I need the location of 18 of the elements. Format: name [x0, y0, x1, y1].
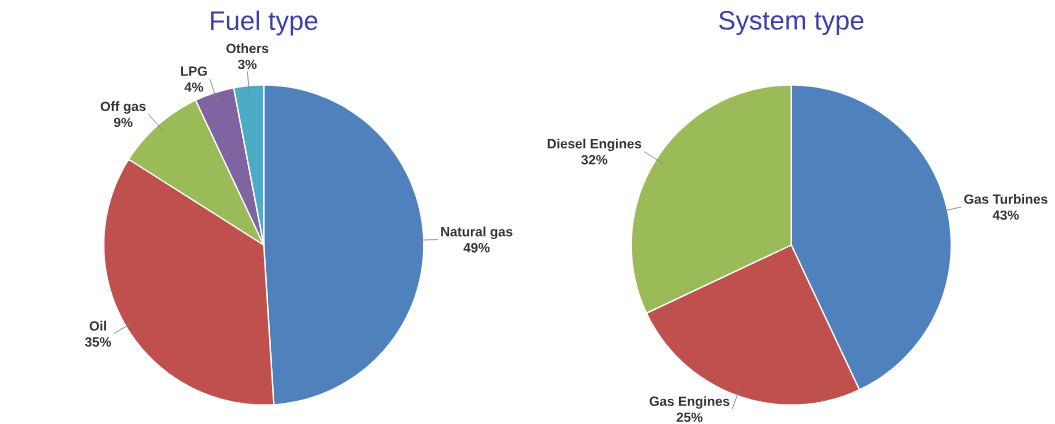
- slice-label: Diesel Engines: [547, 138, 642, 152]
- data-label: 4%: [184, 82, 204, 92]
- chart-title: Fuel type: [211, 10, 318, 36]
- slice-label: LPG: [181, 66, 207, 76]
- slice-label: Oil: [89, 320, 106, 331]
- data-label: 35%: [85, 337, 112, 347]
- slice-label: Off gas: [100, 101, 146, 114]
- data-label: 9%: [114, 117, 133, 128]
- slice-label: Gas Engines: [649, 396, 730, 409]
- data-label: 25%: [676, 412, 703, 422]
- data-label: 32%: [581, 155, 608, 165]
- data-label: 49%: [463, 242, 490, 253]
- data-label: 43%: [992, 210, 1019, 220]
- data-label: 3%: [238, 59, 257, 70]
- chart-title: System type: [719, 10, 864, 36]
- slice-label: Others: [226, 43, 269, 54]
- slice-label: Natural gas: [441, 226, 513, 240]
- slice-label: Gas Turbines: [964, 194, 1048, 204]
